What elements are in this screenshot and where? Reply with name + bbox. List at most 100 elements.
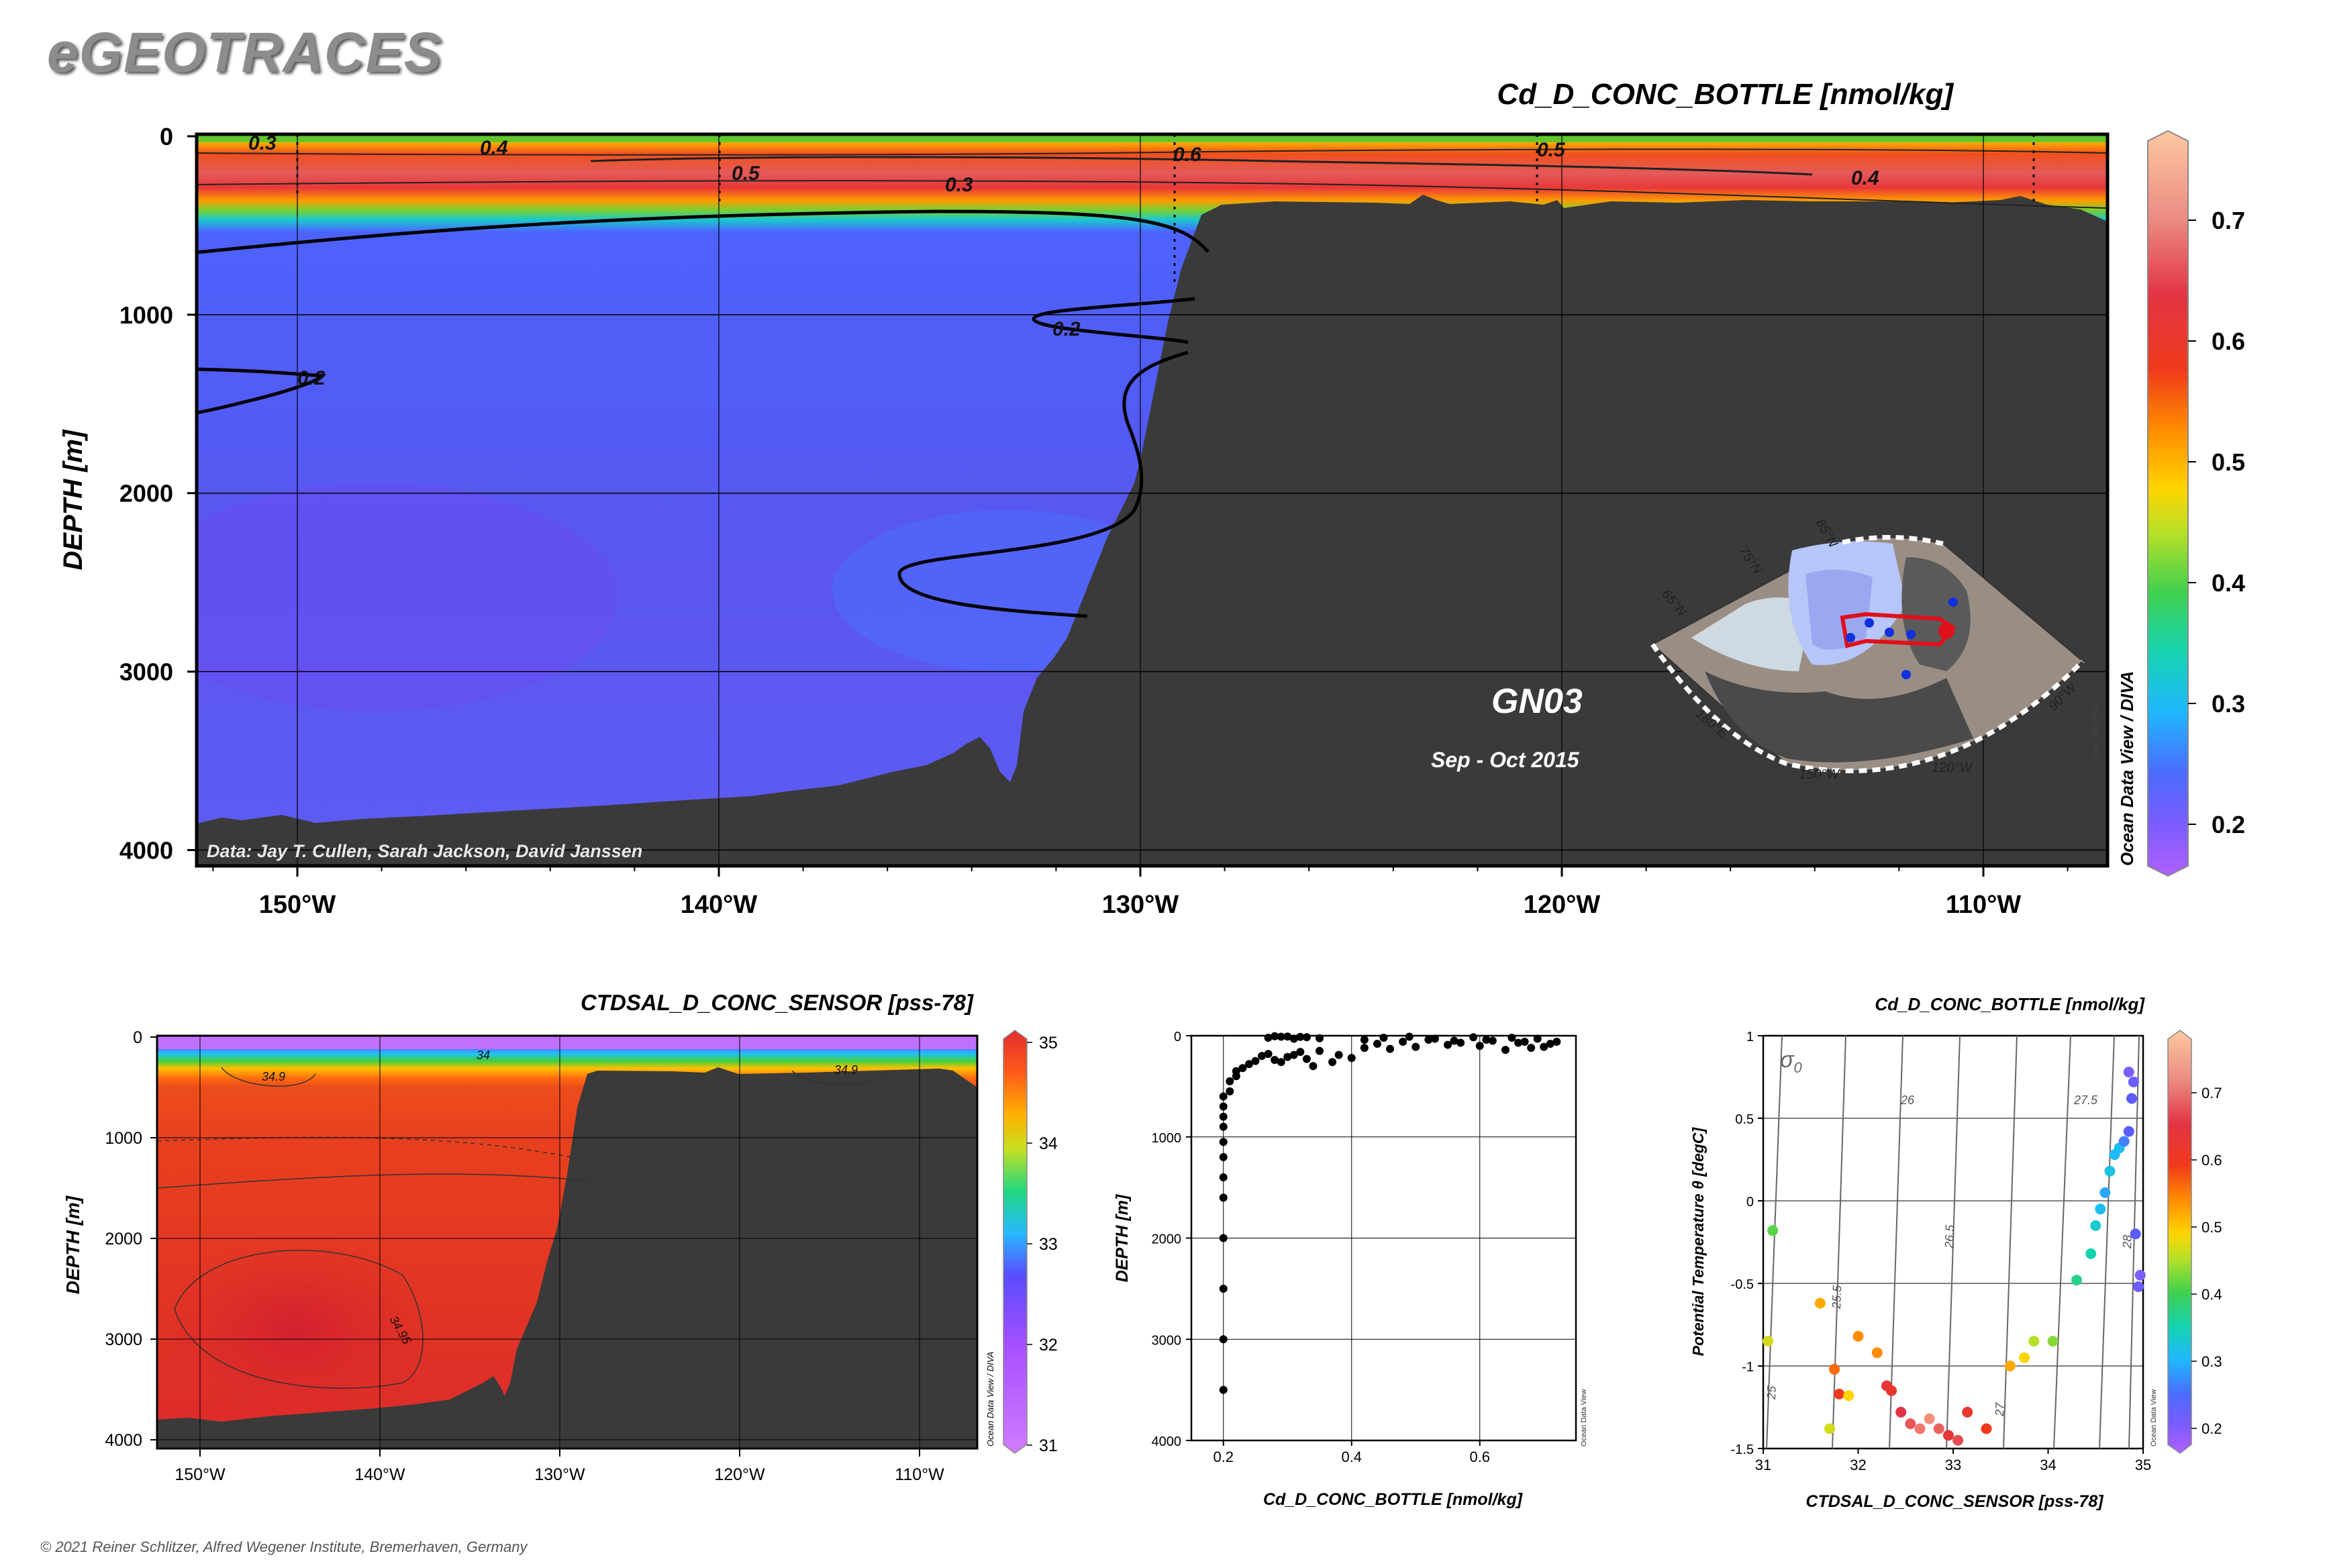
colorbar-tick-label: 35 [1039,1034,1058,1052]
sal-colorbar-bar [1003,1030,1028,1454]
map-stations [1846,597,1958,679]
x-tick-label: 0.2 [1213,1449,1234,1465]
ts-point [2123,1126,2134,1137]
main-frame [195,132,2110,868]
ts-point [2104,1165,2116,1177]
ts-point [2123,1067,2134,1078]
profile-point [1289,1034,1298,1043]
isopycnal-26-a [1889,1035,1903,1449]
station-dot [1846,633,1855,642]
profile-point [1501,1046,1509,1055]
profile-point [1316,1046,1324,1055]
y-tick-label: 4000 [1152,1434,1182,1449]
ts-point [1767,1225,1779,1236]
map-lon-label: 120°W [1932,761,1973,775]
isopycnal-label: 27.5 [2073,1093,2098,1107]
colorbar-tick-label: 0.6 [2201,1152,2222,1169]
contour-label: 0.5 [1537,139,1566,161]
x-tick-label: 120°W [1524,891,1601,919]
profile-point [1219,1112,1228,1121]
colorbar-tick-label: 34 [1039,1134,1058,1153]
profile-point [1328,1058,1337,1067]
sal-colorbar: 35 34 33 32 31 Ocean Data View / DIVA [985,1030,1058,1455]
ts-point [2047,1336,2059,1347]
ts-grid [1763,1035,2143,1449]
profile-point [1271,1032,1279,1040]
colorbar-tick-label: 0.7 [2212,207,2245,234]
sal-x-ticks: 150°W 140°W 130°W 120°W 110°W [175,1449,944,1484]
profile-point [1527,1044,1536,1052]
y-tick-label: 2000 [119,480,173,507]
profile-point [1316,1034,1324,1042]
copyright-text: © 2021 Reiner Schlitzer, Alfred Wegener … [40,1538,528,1555]
profile-point [1302,1055,1311,1063]
main-title: Cd_D_CONC_BOTTLE [nmol/kg] [1497,78,1954,111]
main-grid [197,134,2108,866]
profile-y-ticks: 0 1000 2000 3000 4000 [1152,1030,1191,1449]
profile-point [1360,1044,1369,1052]
profile-point [1277,1058,1285,1067]
profile-point [1277,1032,1285,1041]
sal-y-ticks: 0 1000 2000 3000 4000 [105,1028,157,1450]
x-tick-label: 110°W [895,1465,944,1484]
profile-point [1430,1034,1439,1043]
ts-point [1814,1297,1826,1309]
map-watermark: Ocean Data View [2090,703,2099,765]
colorbar-tick-label: 0.4 [2201,1286,2222,1303]
colorbar-tick-label: 33 [1039,1235,1058,1254]
y-tick-label: 4000 [119,836,173,864]
y-tick-label: 0 [160,123,173,150]
cruise-period: Sep - Oct 2015 [1431,748,1580,772]
y-tick-label: 0 [1174,1030,1181,1044]
contour-0.4 [197,148,2108,156]
ts-point [1905,1418,1916,1430]
map-land-south [1705,671,1973,763]
colorbar-tick-label: 0.3 [2201,1353,2222,1370]
isopycnal-label: 26 [1900,1093,1915,1107]
profile-point [1283,1052,1292,1061]
y-tick-label: 0.5 [1735,1112,1754,1127]
x-tick-label: 150°W [175,1465,226,1484]
profile-point [1386,1044,1395,1053]
profile-point [1444,1040,1452,1049]
profile-point [1475,1042,1484,1050]
ts-point [2134,1269,2146,1281]
profile-point [1232,1067,1240,1075]
ts-isopycnals [1766,1035,2140,1449]
ts-point [2126,1093,2138,1104]
contour-0.2-deep [897,350,1189,618]
sal-contour-34.9-west [221,1067,316,1087]
profile-point [1302,1033,1311,1042]
profile-point [1546,1040,1554,1048]
cruise-label: GN03 [1491,682,1583,721]
contour-label: 34.9 [262,1070,285,1083]
ts-point [1942,1430,1954,1441]
colorbar-tick-label: 31 [1039,1436,1058,1455]
isopycnal-label: 27 [1993,1402,2007,1417]
x-tick-label: 140°W [681,891,758,919]
profile-point [1520,1038,1529,1046]
contour-label: 0.6 [1173,144,1201,166]
ts-point [2028,1336,2040,1347]
y-tick-label: 3000 [119,658,173,686]
y-tick-label: 1000 [1152,1131,1182,1146]
profile-point [1533,1034,1542,1043]
sal-ylabel: DEPTH [m] [62,1195,83,1294]
contour-0.5 [590,156,1813,176]
profile-point [1360,1036,1369,1044]
profile-point [1226,1077,1234,1085]
contour-label: 0.3 [248,132,277,154]
profile-point [1412,1042,1420,1051]
x-tick-label: 0.4 [1341,1449,1362,1465]
colorbar-tick-label: 32 [1039,1336,1058,1355]
y-tick-label: 1000 [119,301,173,329]
profile-point [1507,1034,1516,1042]
contour-label: 0.2 [297,367,326,389]
egeotraces-logo: eGEOTRACES [47,21,442,84]
main-colorbar-bar [2147,130,2189,877]
x-tick-label: 130°W [534,1465,585,1484]
y-tick-label: -0.5 [1731,1277,1754,1292]
profile-point [1264,1034,1273,1042]
x-tick-label: 140°W [354,1465,405,1484]
main-colorbar: 0.7 0.6 0.5 0.4 0.3 0.2 Ocean Data View / DIV… [2117,130,2245,877]
